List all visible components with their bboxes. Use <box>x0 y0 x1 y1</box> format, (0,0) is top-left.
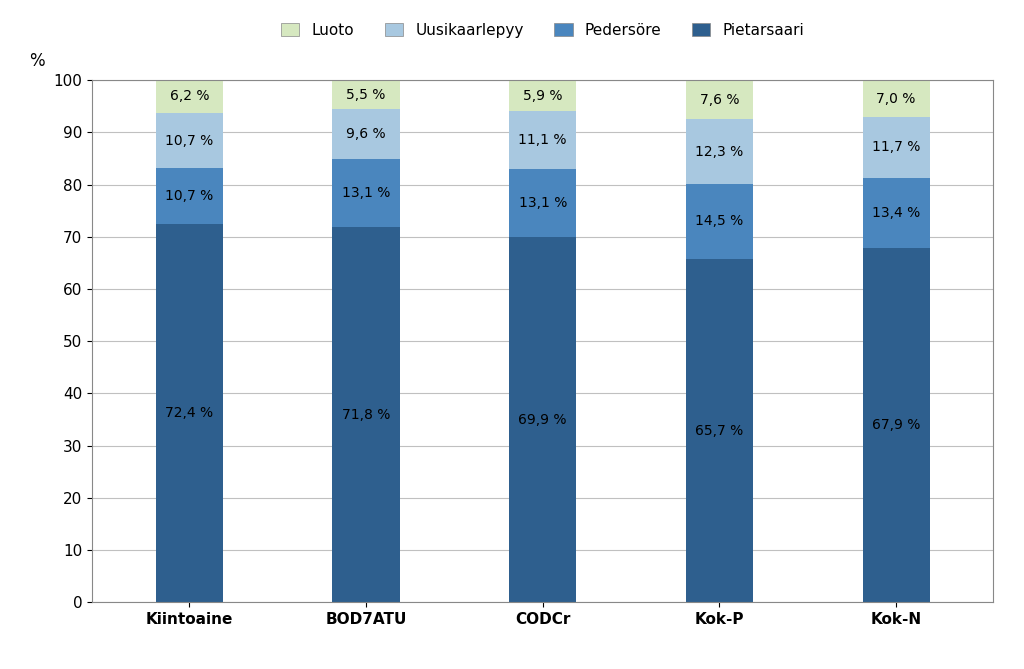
Text: 5,9 %: 5,9 % <box>523 89 562 102</box>
Bar <box>333 109 399 159</box>
Text: 9,6 %: 9,6 % <box>346 127 386 141</box>
Bar <box>509 169 577 237</box>
Bar <box>862 248 930 602</box>
Bar <box>509 237 577 602</box>
Text: 6,2 %: 6,2 % <box>170 90 209 104</box>
Text: 65,7 %: 65,7 % <box>695 423 743 438</box>
Bar <box>156 112 223 169</box>
Bar <box>156 169 223 224</box>
Text: 13,4 %: 13,4 % <box>872 206 921 220</box>
Bar <box>862 178 930 248</box>
Bar <box>509 111 577 169</box>
Text: 5,5 %: 5,5 % <box>346 88 386 102</box>
Legend: Luoto, Uusikaarlepyy, Pedersöre, Pietarsaari: Luoto, Uusikaarlepyy, Pedersöre, Pietars… <box>273 15 812 45</box>
Text: 7,0 %: 7,0 % <box>877 92 915 106</box>
Text: 69,9 %: 69,9 % <box>518 413 567 427</box>
Text: 14,5 %: 14,5 % <box>695 215 743 228</box>
Bar <box>509 80 577 111</box>
Bar <box>156 80 223 112</box>
Text: 13,1 %: 13,1 % <box>342 186 390 200</box>
Bar <box>686 183 753 260</box>
Bar <box>333 159 399 227</box>
Text: 13,1 %: 13,1 % <box>518 196 567 210</box>
Bar <box>862 80 930 117</box>
Bar <box>333 227 399 602</box>
Text: 72,4 %: 72,4 % <box>165 406 213 420</box>
Text: 71,8 %: 71,8 % <box>342 408 390 421</box>
Text: 67,9 %: 67,9 % <box>871 418 921 432</box>
Text: %: % <box>29 52 45 70</box>
Text: 11,1 %: 11,1 % <box>518 133 567 147</box>
Bar <box>686 119 753 183</box>
Bar <box>686 260 753 602</box>
Bar <box>686 80 753 119</box>
Bar <box>333 80 399 109</box>
Text: 10,7 %: 10,7 % <box>165 134 213 148</box>
Text: 11,7 %: 11,7 % <box>871 140 921 155</box>
Bar <box>862 117 930 178</box>
Bar <box>156 224 223 602</box>
Text: 12,3 %: 12,3 % <box>695 145 743 159</box>
Text: 7,6 %: 7,6 % <box>699 92 739 106</box>
Text: 10,7 %: 10,7 % <box>165 189 213 203</box>
